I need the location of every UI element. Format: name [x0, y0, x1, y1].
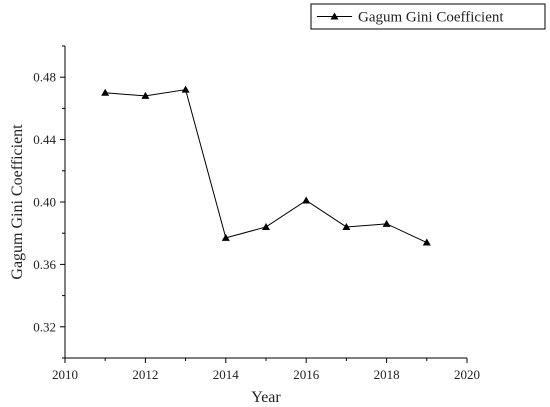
- data-point-marker: [262, 222, 270, 230]
- data-point-marker: [221, 233, 230, 241]
- x-tick-label: 2018: [374, 367, 400, 382]
- x-axis-title: Year: [251, 389, 281, 406]
- legend: Gagum Gini Coefficient: [310, 3, 546, 30]
- series-line: [105, 89, 428, 244]
- x-axis-ticks: 2010 2012 2014 2016 2018 2020: [52, 358, 480, 382]
- data-point-marker: [141, 91, 150, 99]
- series-layer: [101, 85, 431, 246]
- legend-triangle-marker: [330, 12, 339, 20]
- data-point-marker: [422, 238, 431, 246]
- data-point-marker: [342, 222, 351, 230]
- y-tick-label: 0.32: [33, 319, 56, 334]
- x-tick-label: 2016: [293, 367, 320, 382]
- y-tick-label: 0.48: [33, 70, 56, 85]
- y-tick-label: 0.36: [33, 257, 56, 272]
- x-tick-label: 2014: [213, 367, 240, 382]
- data-point-marker: [101, 88, 110, 96]
- x-tick-label: 2012: [132, 367, 158, 382]
- y-axis-title: Gagum Gini Coefficient: [9, 124, 26, 280]
- y-axis-ticks: 0.32 0.36 0.40 0.44 0.48: [33, 45, 65, 359]
- y-tick-label: 0.44: [33, 132, 56, 147]
- x-tick-label: 2010: [52, 367, 78, 382]
- legend-label: Gagum Gini Coefficient: [358, 10, 504, 26]
- x-tick-label: 2020: [454, 367, 480, 382]
- data-point-marker: [181, 85, 190, 93]
- data-point-marker: [382, 219, 391, 227]
- data-point-marker: [302, 196, 311, 204]
- y-tick-label: 0.40: [33, 195, 56, 210]
